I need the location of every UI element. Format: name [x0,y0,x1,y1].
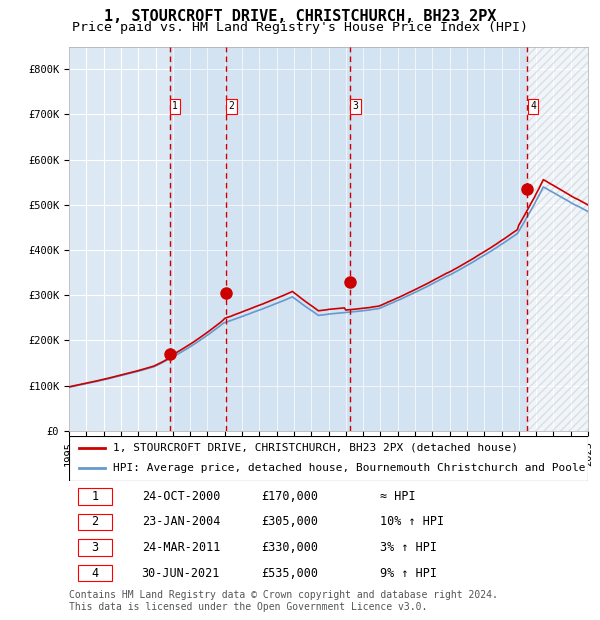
FancyBboxPatch shape [69,436,588,480]
Text: Contains HM Land Registry data © Crown copyright and database right 2024.
This d: Contains HM Land Registry data © Crown c… [69,590,498,612]
Text: 1: 1 [172,101,178,111]
Text: 1, STOURCROFT DRIVE, CHRISTCHURCH, BH23 2PX: 1, STOURCROFT DRIVE, CHRISTCHURCH, BH23 … [104,9,496,24]
FancyBboxPatch shape [79,513,112,530]
Text: 10% ↑ HPI: 10% ↑ HPI [380,515,445,528]
Text: 1, STOURCROFT DRIVE, CHRISTCHURCH, BH23 2PX (detached house): 1, STOURCROFT DRIVE, CHRISTCHURCH, BH23 … [113,443,518,453]
Text: £535,000: £535,000 [261,567,318,580]
Text: 3: 3 [91,541,98,554]
Text: £330,000: £330,000 [261,541,318,554]
Text: £170,000: £170,000 [261,490,318,503]
Text: £305,000: £305,000 [261,515,318,528]
Text: 1: 1 [91,490,98,503]
Text: 2: 2 [91,515,98,528]
Text: 2: 2 [229,101,234,111]
Text: 4: 4 [91,567,98,580]
Bar [527,46,588,431]
Text: 23-JAN-2004: 23-JAN-2004 [142,515,220,528]
Text: 4: 4 [530,101,536,111]
Text: 24-MAR-2011: 24-MAR-2011 [142,541,220,554]
Text: 3% ↑ HPI: 3% ↑ HPI [380,541,437,554]
Text: 3: 3 [352,101,358,111]
Text: HPI: Average price, detached house, Bournemouth Christchurch and Poole: HPI: Average price, detached house, Bour… [113,463,586,474]
Bar [226,46,350,431]
Bar [350,46,527,431]
FancyBboxPatch shape [79,539,112,556]
FancyBboxPatch shape [79,565,112,582]
Text: 24-OCT-2000: 24-OCT-2000 [142,490,220,503]
Text: 9% ↑ HPI: 9% ↑ HPI [380,567,437,580]
Text: 30-JUN-2021: 30-JUN-2021 [142,567,220,580]
Text: ≈ HPI: ≈ HPI [380,490,416,503]
Text: Price paid vs. HM Land Registry's House Price Index (HPI): Price paid vs. HM Land Registry's House … [72,21,528,34]
FancyBboxPatch shape [79,488,112,505]
Bar [170,46,226,431]
